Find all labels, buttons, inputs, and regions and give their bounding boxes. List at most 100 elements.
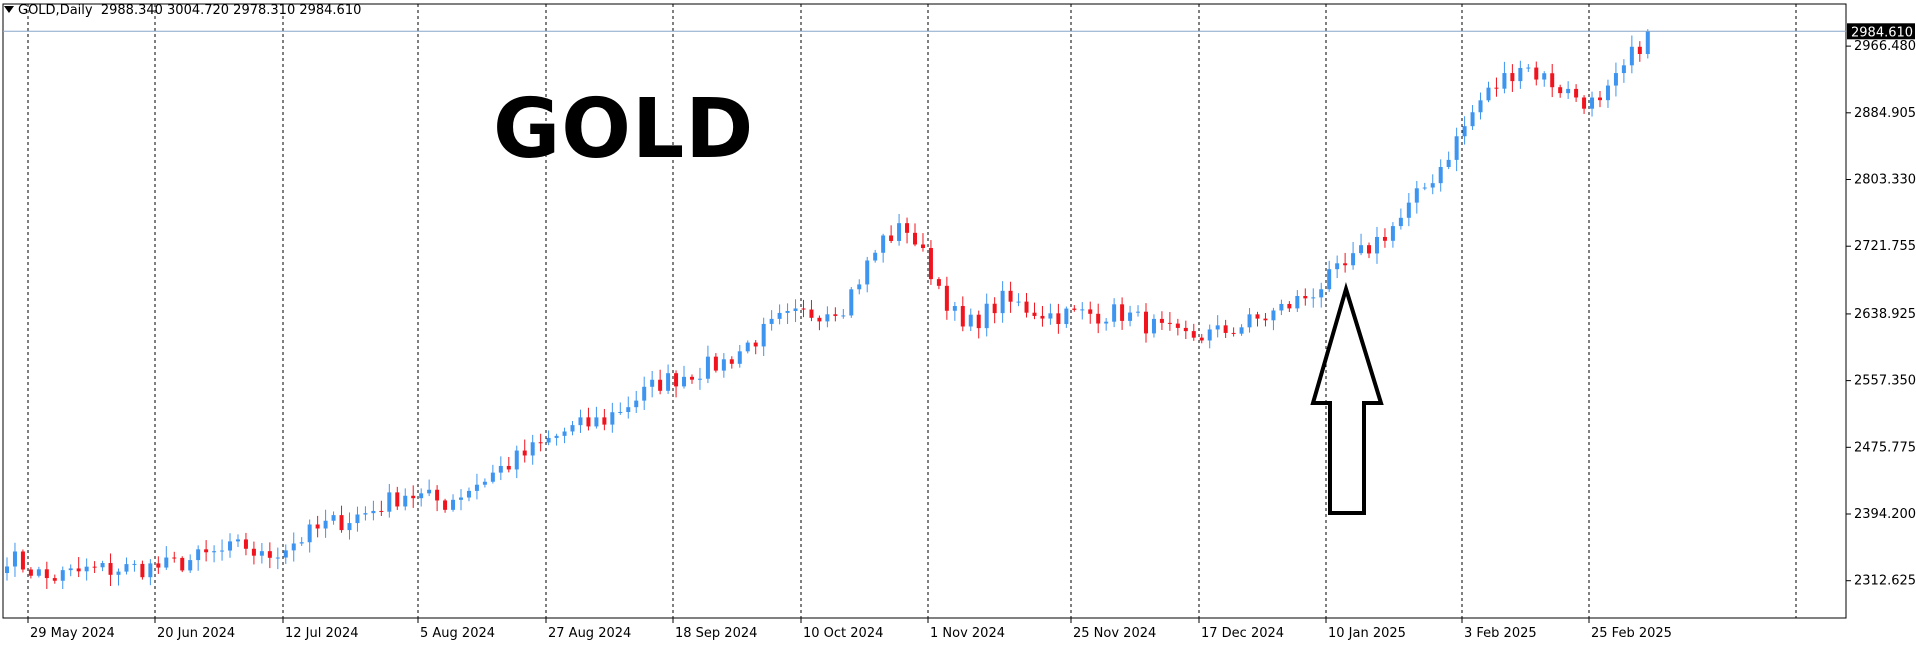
candle-bear <box>1382 236 1387 241</box>
x-tick-label: 18 Sep 2024 <box>675 626 757 641</box>
candle-bear <box>1255 314 1260 319</box>
symbol-name: GOLD,Daily <box>18 3 93 18</box>
candle-bear <box>1534 67 1539 80</box>
candle-bull <box>578 417 583 426</box>
candle-bull <box>1406 202 1411 218</box>
candle-bear <box>1032 312 1037 316</box>
x-tick-label: 1 Nov 2024 <box>930 626 1005 641</box>
candle-bull <box>196 549 201 561</box>
ohlc-values: 2988.340 3004.720 2978.310 2984.610 <box>100 3 362 18</box>
candle-bear <box>522 450 527 456</box>
candle-bear <box>506 465 511 470</box>
candle-bull <box>1422 187 1427 189</box>
candle-bull <box>570 425 575 432</box>
candle-bull <box>530 442 535 456</box>
x-tick-label: 10 Jan 2025 <box>1328 626 1406 641</box>
candle-bull <box>642 386 647 401</box>
axes-layer: 29 May 2024 20 Jun 2024 12 Jul 2024 5 Aug 2… <box>3 23 1916 641</box>
candle-bull <box>1112 304 1117 322</box>
candle-bear <box>267 551 272 558</box>
candle-bear <box>1056 313 1061 325</box>
candle-bear <box>1088 309 1093 314</box>
candle-bull <box>737 351 742 364</box>
candle-bull <box>1486 87 1491 101</box>
candle-bull <box>873 252 878 261</box>
candle-bull <box>466 490 471 498</box>
candle-bear <box>729 359 734 364</box>
candle-bear <box>1143 311 1148 334</box>
candle-bull <box>1247 314 1252 328</box>
candle-bear <box>538 442 543 444</box>
y-tick-label: 2638.925 <box>1854 307 1916 322</box>
candle-bull <box>705 356 710 379</box>
candle-bull <box>1215 325 1220 330</box>
candle-bull <box>323 520 328 529</box>
candle-bear <box>411 495 416 499</box>
candle-bear <box>44 569 49 579</box>
candle-bear <box>1191 331 1196 338</box>
candle-bear <box>1303 295 1308 299</box>
candle-bull <box>793 308 798 311</box>
candle-bear <box>920 244 925 249</box>
y-tick-label: 2966.480 <box>1854 39 1916 54</box>
candle-bear <box>1231 332 1236 334</box>
candle-bull <box>857 284 862 290</box>
candle-bull <box>84 566 89 572</box>
candle-bear <box>833 314 838 316</box>
candle-bull <box>1462 126 1467 137</box>
candle-bull <box>299 542 304 544</box>
candle-bull <box>355 514 360 524</box>
candle-bull <box>1351 253 1356 266</box>
candle-bull <box>1359 245 1364 254</box>
candle-bull <box>1398 217 1403 227</box>
candle-bull <box>1064 308 1069 325</box>
candle-bear <box>315 524 320 529</box>
candle-bull <box>387 492 392 512</box>
symbol-header[interactable]: GOLD,Daily 2988.340 3004.720 2978.310 29… <box>4 3 361 18</box>
candle-bull <box>347 523 352 531</box>
candle-bull <box>1526 67 1531 69</box>
candle-bear <box>1637 46 1642 55</box>
candle-bull <box>634 400 639 408</box>
candle-bull <box>1000 290 1005 314</box>
candle-bull <box>1151 318 1156 334</box>
plot-frame <box>2 3 1847 619</box>
candle-bear <box>1287 303 1292 309</box>
chart-big-title: GOLD <box>493 82 755 177</box>
candle-bull <box>682 376 687 387</box>
candle-bear <box>1574 88 1579 98</box>
x-tick-label: 27 Aug 2024 <box>548 626 631 641</box>
candle-bull <box>36 569 41 576</box>
candle-bear <box>1040 315 1045 319</box>
x-tick-label: 10 Oct 2024 <box>803 626 883 641</box>
candle-bear <box>1024 301 1029 313</box>
y-tick-label: 2557.350 <box>1854 374 1916 389</box>
candle-bull <box>459 497 464 500</box>
candle-bear <box>379 510 384 512</box>
candle-bull <box>745 342 750 352</box>
candle-bull <box>1374 236 1379 254</box>
candle-bear <box>435 489 440 501</box>
candles-layer <box>5 29 1650 590</box>
x-tick-label: 12 Jul 2024 <box>285 626 359 641</box>
candle-bear <box>156 563 161 568</box>
candle-bull <box>650 379 655 387</box>
candle-bull <box>610 412 615 425</box>
candle-bear <box>1096 313 1101 324</box>
candle-bull <box>968 314 973 327</box>
candle-bear <box>928 248 933 280</box>
candle-bull <box>769 318 774 324</box>
candle-bear <box>936 279 941 286</box>
candle-bull <box>1542 73 1547 80</box>
candle-bear <box>172 557 177 559</box>
candle-bear <box>1582 97 1587 109</box>
collapse-triangle-icon[interactable] <box>4 6 14 13</box>
candle-bull <box>1438 167 1443 184</box>
candle-bull <box>1478 100 1483 113</box>
candle-bear <box>92 566 97 568</box>
candle-bear <box>108 563 113 575</box>
candle-bull <box>1016 301 1021 303</box>
candle-bear <box>243 539 248 549</box>
